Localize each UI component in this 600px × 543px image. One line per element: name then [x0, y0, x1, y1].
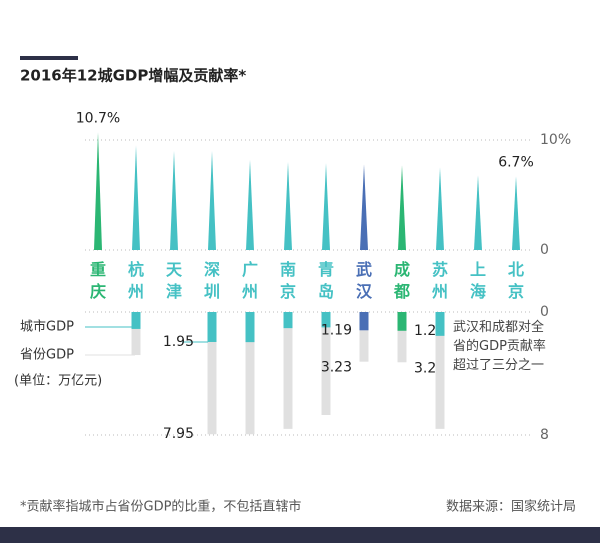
spike: [132, 145, 140, 250]
city-bar: [207, 312, 217, 342]
spike: [208, 151, 216, 250]
province-bar: [283, 312, 293, 429]
province-bar: [359, 312, 369, 362]
value-label: 1.19: [321, 322, 352, 338]
province-bar: [435, 312, 445, 429]
chart-title: 2016年12城GDP增幅及贡献率*: [20, 67, 246, 85]
spike: [398, 165, 406, 250]
y-tick-label: 8: [540, 427, 549, 443]
title-accent: [20, 56, 78, 60]
province-bar: [321, 312, 331, 416]
city-bar: [397, 312, 407, 331]
value-label: 10.7%: [76, 110, 120, 126]
city-bar: [321, 312, 331, 328]
spike: [284, 162, 292, 250]
y-tick-label: 0: [540, 304, 549, 320]
y-tick-label: 10%: [540, 132, 571, 148]
city-bar: [283, 312, 293, 329]
city-label: 青岛: [317, 260, 334, 301]
source: 数据来源：国家统计局: [446, 499, 576, 515]
city-label: 杭州: [127, 260, 144, 301]
province-bar: [397, 312, 407, 363]
city-label: 南京: [279, 260, 296, 301]
city-label: 武汉: [355, 260, 372, 301]
footnote: *贡献率指城市占省份GDP的比重，不包括直辖市: [20, 499, 301, 515]
city-label: 天津: [165, 260, 182, 301]
spike: [360, 164, 368, 250]
province-bar: [207, 312, 217, 435]
value-label: 6.7%: [498, 154, 534, 170]
city-label: 成都: [393, 260, 410, 301]
spike: [512, 176, 520, 250]
city-label: 重庆: [89, 260, 106, 301]
city-bar: [435, 312, 445, 336]
value-label: 3.23: [321, 360, 352, 376]
footer-bar: [0, 527, 600, 543]
city-label: 北京: [507, 260, 524, 301]
unit-label: (单位：万亿元): [14, 374, 102, 389]
legend-label: 城市GDP: [20, 319, 74, 335]
spike: [436, 167, 444, 250]
value-label: 7.95: [163, 426, 194, 442]
city-bar: [245, 312, 255, 343]
spike: [474, 175, 482, 250]
annotation: 武汉和成都对全省的GDP贡献率超过了三分之一: [453, 320, 546, 373]
city-label: 深圳: [203, 260, 220, 301]
city-bar: [359, 312, 369, 331]
city-label: 上海: [469, 260, 486, 301]
city-label: 广州: [241, 260, 258, 301]
legend-label: 省份GDP: [20, 348, 74, 363]
province-bar: [131, 312, 141, 356]
province-bar: [245, 312, 255, 435]
spike: [246, 159, 254, 250]
value-label: 1.95: [163, 334, 194, 350]
spike: [94, 132, 102, 250]
city-bar: [131, 312, 141, 329]
spike: [170, 151, 178, 250]
spike: [322, 163, 330, 250]
city-label: 苏州: [431, 260, 448, 301]
y-tick-label: 0: [540, 242, 549, 258]
